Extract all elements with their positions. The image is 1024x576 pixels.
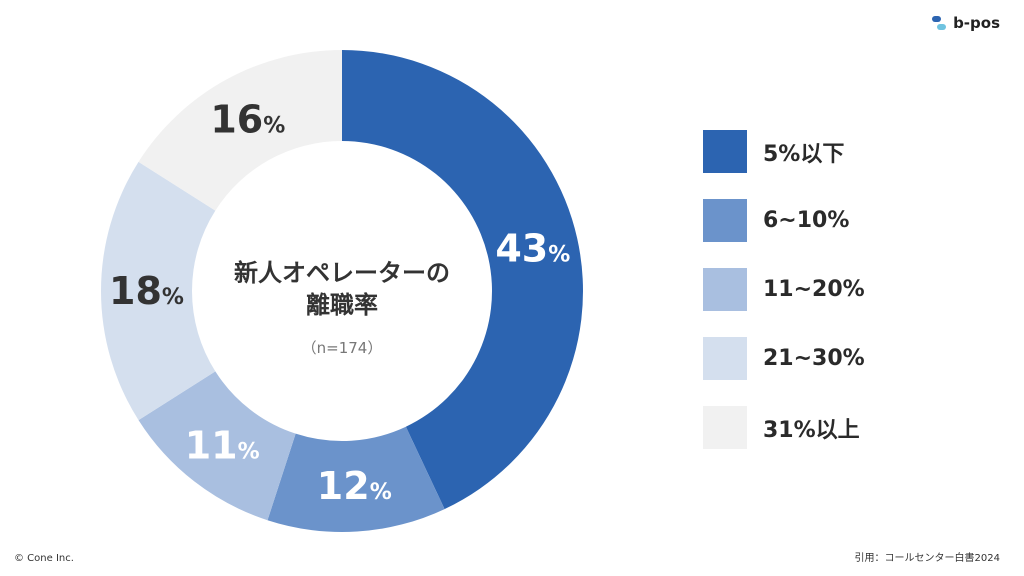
copyright: © Cone Inc. <box>14 553 74 564</box>
center-title-line1: 新人オペレーターの <box>234 259 450 287</box>
legend-item: 5%以下 <box>703 130 865 173</box>
legend-label: 6~10% <box>763 208 850 233</box>
donut-slice <box>101 161 216 421</box>
legend-swatch <box>703 337 747 380</box>
legend: 5%以下 6~10% 11~20% 21~30% 31%以上 <box>703 130 865 449</box>
slice-value-label: 18% <box>109 269 184 313</box>
slice-value-label: 11% <box>185 423 260 467</box>
brand-mark-icon <box>932 16 947 30</box>
slice-value-label: 43% <box>495 226 570 270</box>
legend-swatch <box>703 406 747 449</box>
legend-item: 31%以上 <box>703 406 865 449</box>
legend-label: 21~30% <box>763 346 865 371</box>
legend-label: 11~20% <box>763 277 865 302</box>
legend-item: 21~30% <box>703 337 865 380</box>
legend-label: 5%以下 <box>763 141 845 167</box>
legend-swatch <box>703 130 747 173</box>
legend-swatch <box>703 199 747 242</box>
legend-label: 31%以上 <box>763 417 860 443</box>
brand-logo: b-pos <box>931 14 1000 32</box>
center-title-line2: 離職率 <box>306 291 378 319</box>
slice-value-label: 12% <box>317 464 392 508</box>
slice-value-label: 16% <box>210 98 285 142</box>
donut-slice <box>138 50 342 211</box>
donut-slice <box>342 50 584 510</box>
brand-name: b-pos <box>953 14 1000 32</box>
legend-item: 11~20% <box>703 268 865 311</box>
legend-item: 6~10% <box>703 199 865 242</box>
legend-swatch <box>703 268 747 311</box>
center-subtitle: （n=174） <box>302 339 383 357</box>
donut-slice <box>267 426 445 532</box>
donut-slice <box>138 371 296 521</box>
source-citation: 引用：コールセンター白書2024 <box>854 553 1000 564</box>
donut-chart: 43% 12% 11% 18% 16% 新人オペレーターの 離職率 （n=174） <box>101 50 584 532</box>
